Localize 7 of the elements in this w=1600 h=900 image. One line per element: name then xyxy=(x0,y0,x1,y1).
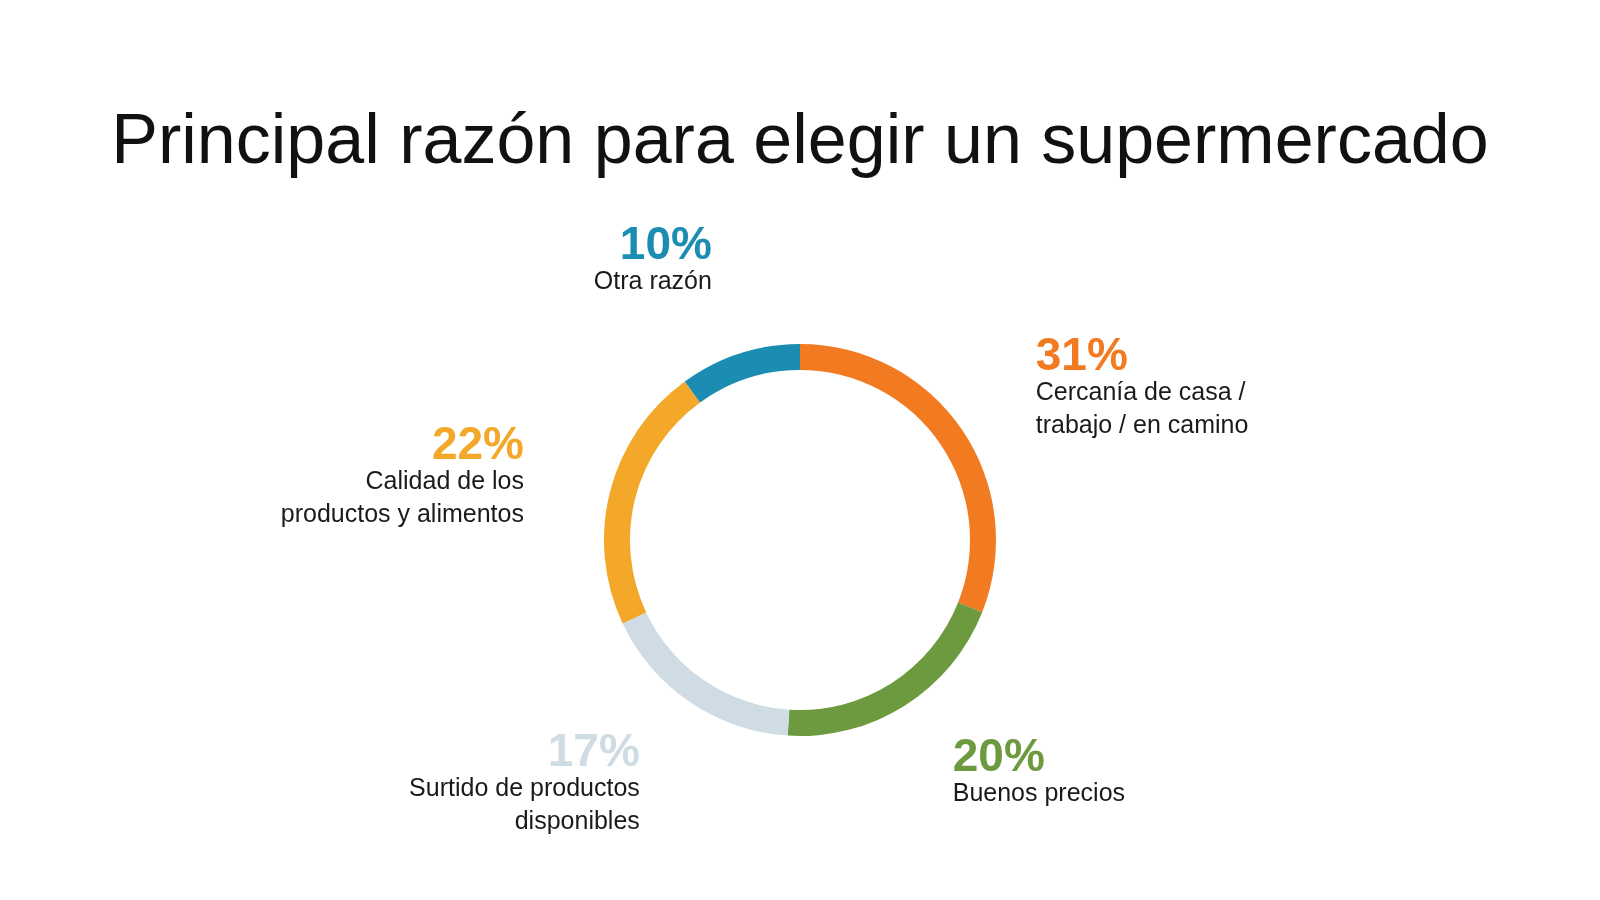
donut-slice xyxy=(787,602,983,736)
donut-slice xyxy=(622,612,790,736)
donut-slice xyxy=(684,344,800,403)
slice-label: Surtido de productos disponibles xyxy=(409,772,640,834)
donut-slice xyxy=(800,344,996,613)
chart-title: Principal razón para elegir un supermercado xyxy=(111,100,1489,178)
donut-slice xyxy=(604,381,701,624)
